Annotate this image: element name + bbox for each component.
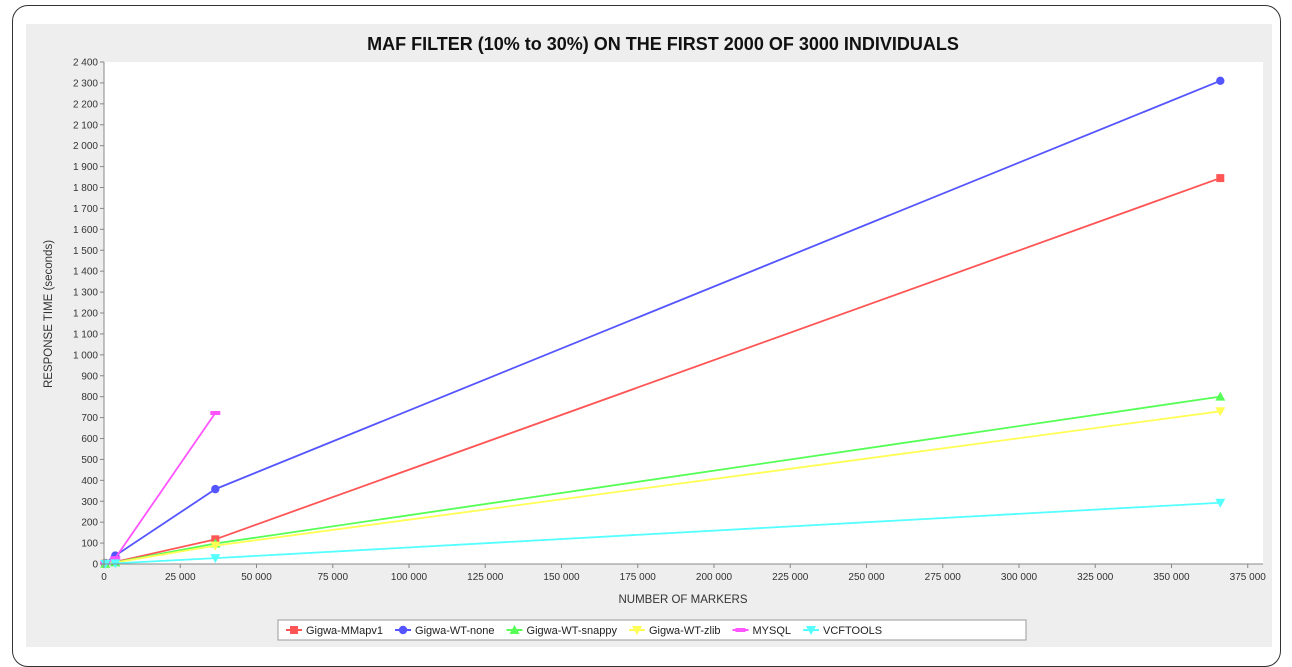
legend-swatch-marker (290, 626, 298, 634)
y-tick-label: 2 200 (73, 99, 98, 110)
data-point-gigwa-wt-none (211, 484, 220, 494)
x-tick-label: 300 000 (1001, 572, 1038, 583)
legend-swatch-marker (806, 626, 817, 635)
legend-label: Gigwa-WT-none (415, 625, 494, 637)
x-tick-label: 0 (101, 572, 107, 583)
legend-item-mysql: MYSQL (732, 625, 792, 637)
data-point-gigwa-wt-zlib (1215, 407, 1226, 417)
chart-title: MAF FILTER (10% to 30%) ON THE FIRST 200… (367, 34, 959, 54)
data-point-mysql (210, 410, 221, 415)
x-tick-label: 275 000 (925, 572, 962, 583)
series-line-gigwa-wt-none (104, 79, 1221, 564)
legend-item-gigwa-mmapv1: Gigwa-MMapv1 (286, 625, 383, 637)
x-tick-label: 375 000 (1230, 572, 1267, 583)
x-tick-label: 150 000 (543, 572, 580, 583)
legend-box (277, 619, 1027, 641)
legend-item-gigwa-wt-zlib: Gigwa-WT-zlib (629, 625, 721, 637)
data-point-gigwa-wt-zlib (210, 541, 221, 551)
data-point-mysql (110, 556, 121, 561)
data-point-gigwa-wt-snappy (1215, 391, 1226, 401)
data-point-vcftools (1215, 498, 1226, 508)
y-tick-label: 2 300 (73, 78, 98, 89)
data-point-gigwa-wt-none (1216, 76, 1225, 86)
legend-label: MYSQL (753, 625, 792, 637)
legend-label: Gigwa-WT-zlib (649, 625, 721, 637)
y-tick-label: 1 800 (73, 183, 98, 194)
y-tick-label: 1 900 (73, 162, 98, 173)
x-tick-label: 250 000 (848, 572, 885, 583)
x-tick-label: 200 000 (696, 572, 733, 583)
x-tick-label: 50 000 (241, 572, 272, 583)
legend: Gigwa-MMapv1 Gigwa-WT-none Gigwa-WT-snappy… (277, 619, 1027, 641)
y-tick-label: 800 (81, 392, 98, 403)
x-tick-label: 125 000 (467, 572, 504, 583)
y-tick-label: 2 100 (73, 120, 98, 131)
x-tick-label: 100 000 (391, 572, 428, 583)
y-tick-label: 1 200 (73, 309, 98, 320)
y-tick-label: 900 (81, 371, 98, 382)
x-tick-label: 225 000 (772, 572, 809, 583)
y-tick-label: 100 (81, 539, 98, 550)
legend-swatch-marker (735, 628, 746, 632)
legend-item-gigwa-wt-snappy: Gigwa-WT-snappy (506, 625, 618, 637)
y-tick-label: 1 400 (73, 267, 98, 278)
legend-swatch-marker (398, 625, 408, 635)
legend-item-vcftools: VCFTOOLS (803, 625, 882, 637)
legend-label: Gigwa-WT-snappy (527, 625, 618, 637)
x-tick-label: 25 000 (165, 572, 196, 583)
legend-label: VCFTOOLS (823, 625, 882, 637)
y-tick-label: 1 500 (73, 246, 98, 257)
axes-layer: 0 100 200 300 400 500 600 700 800 900 1 000 1 100 1 … (73, 58, 1266, 584)
y-axis-title: RESPONSE TIME (seconds) (43, 240, 55, 388)
x-tick-label: 325 000 (1077, 572, 1114, 583)
y-tick-label: 1 600 (73, 225, 98, 236)
y-tick-label: 1 300 (73, 288, 98, 299)
y-tick-label: 600 (81, 434, 98, 445)
y-tick-label: 200 (81, 518, 98, 529)
y-tick-label: 1 700 (73, 204, 98, 215)
data-point-vcftools (210, 554, 221, 564)
y-tick-label: 2 400 (73, 58, 98, 69)
plot-area (104, 62, 1263, 564)
line-chart: MAF FILTER (10% to 30%) ON THE FIRST 200… (43, 34, 1266, 641)
x-tick-label: 75 000 (317, 572, 348, 583)
legend-swatch-marker (632, 626, 642, 635)
y-tick-label: 0 (92, 560, 98, 571)
y-tick-label: 300 (81, 497, 98, 508)
legend-item-gigwa-wt-none: Gigwa-WT-none (395, 625, 495, 637)
legend-swatch-marker (509, 625, 520, 634)
data-point-gigwa-mmapv1 (1216, 174, 1225, 183)
x-tick-label: 350 000 (1153, 572, 1190, 583)
legend-label: Gigwa-MMapv1 (306, 625, 383, 637)
y-tick-label: 2 000 (73, 141, 98, 152)
y-tick-label: 500 (81, 455, 98, 466)
y-tick-label: 700 (81, 413, 98, 424)
y-tick-label: 1 100 (73, 329, 98, 340)
x-tick-label: 175 000 (620, 572, 657, 583)
x-axis-title: NUMBER OF MARKERS (618, 594, 747, 606)
y-tick-label: 1 000 (73, 350, 98, 361)
y-tick-label: 400 (81, 476, 98, 487)
